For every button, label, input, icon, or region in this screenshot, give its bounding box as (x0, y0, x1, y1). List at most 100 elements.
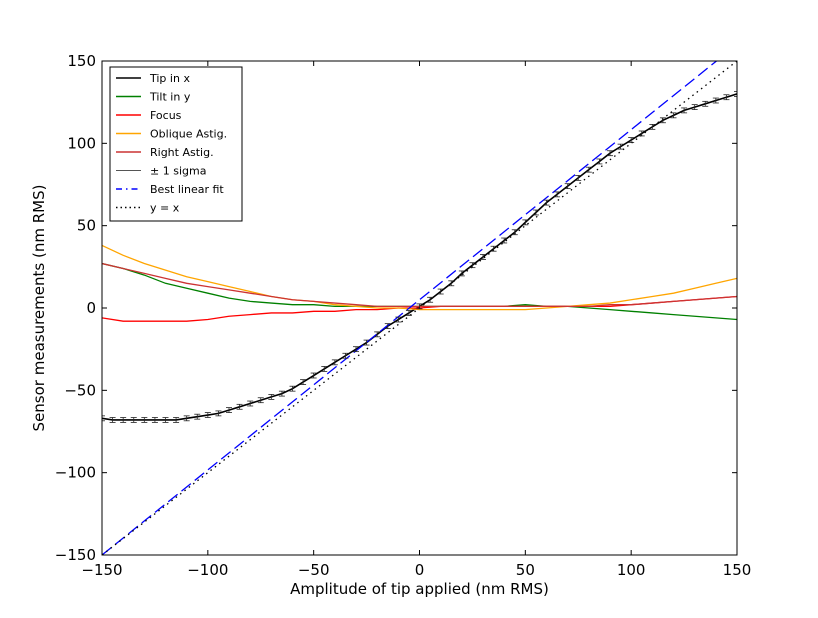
error-bar (363, 339, 370, 346)
error-bar (331, 359, 338, 366)
legend-label: ± 1 sigma (150, 165, 206, 178)
error-bar (554, 191, 561, 198)
error-bar (109, 417, 116, 423)
error-bar (681, 107, 688, 114)
x-tick-label: −50 (298, 561, 330, 579)
legend-entry: Oblique Astig. (116, 128, 227, 141)
legend-label: Focus (150, 109, 182, 122)
legend-entry: Best linear fit (116, 183, 224, 196)
error-bar (469, 262, 476, 269)
legend-entry: Right Astig. (116, 146, 214, 159)
axis-ticks (101, 60, 738, 556)
error-bar (437, 288, 444, 295)
error-bar (278, 390, 285, 397)
error-bar (691, 104, 698, 110)
error-bar (374, 331, 381, 338)
error-bar (501, 237, 508, 244)
error-bar (204, 412, 211, 418)
error-bar (247, 400, 254, 407)
error-bar (173, 417, 180, 423)
error-bar (102, 415, 105, 422)
error-bar (120, 417, 127, 423)
error-bar (543, 199, 550, 206)
legend-entry: y = x (116, 202, 180, 215)
y-tick-label: 50 (77, 217, 96, 235)
legend-entry: Tip in x (116, 72, 190, 85)
error-bar (723, 94, 730, 101)
error-bar (638, 130, 645, 137)
error-bar (596, 158, 603, 165)
error-bar (734, 91, 737, 97)
error-bar (607, 150, 613, 157)
legend-entry: ± 1 sigma (116, 165, 206, 178)
legend: Tip in x Tilt in y Focus Oblique Astig. Righ… (109, 66, 243, 222)
error-bar (342, 352, 349, 359)
error-bar (649, 123, 656, 130)
error-bar (321, 366, 328, 372)
error-bar (215, 410, 222, 417)
error-bar (448, 280, 455, 287)
error-bar (194, 413, 201, 420)
error-bar (130, 417, 137, 423)
x-axis-label: Amplitude of tip applied (nm RMS) (290, 580, 549, 598)
x-tick-label: 0 (415, 561, 425, 579)
error-bar (575, 175, 582, 181)
error-bar (458, 270, 465, 277)
error-bar (310, 372, 317, 379)
error-bar (300, 379, 307, 385)
error-bar (702, 100, 709, 107)
legend-entry: Tilt in y (116, 91, 191, 104)
error-bar (585, 166, 592, 173)
error-bar (384, 323, 391, 329)
x-tick-label: −100 (187, 561, 228, 579)
error-bar (268, 394, 275, 400)
error-bar (162, 417, 169, 423)
x-tick-label: 100 (617, 561, 646, 579)
error-bar (405, 310, 412, 316)
legend-label: Right Astig. (150, 146, 214, 159)
error-bar (141, 417, 148, 423)
error-bar (183, 415, 190, 422)
x-tick-label: 150 (723, 561, 752, 579)
y-tick-label: −100 (55, 464, 96, 482)
error-bar (226, 407, 232, 413)
legend-label: Tilt in y (149, 91, 191, 104)
legend-entry: Focus (116, 109, 182, 122)
y-tick-label: −50 (64, 381, 96, 399)
legend-label: y = x (150, 202, 180, 215)
error-bar (522, 219, 529, 226)
error-bar (395, 316, 402, 323)
axis-tick-labels: −150 −100 −50 0 50 100 150 −150 −100 −50 0 50 100 150 (55, 52, 752, 579)
error-bar (416, 303, 423, 310)
error-bar (712, 97, 719, 104)
error-bar (427, 296, 434, 303)
y-tick-label: 150 (67, 52, 96, 70)
x-tick-label: −150 (81, 561, 122, 579)
x-tick-label: 50 (516, 561, 535, 579)
error-bar (670, 112, 677, 119)
error-bar (480, 254, 486, 260)
error-bar (659, 117, 666, 124)
error-bar (257, 397, 264, 404)
error-bar (353, 346, 359, 353)
plot-area (102, 61, 737, 555)
legend-label: Best linear fit (150, 183, 224, 196)
error-bar (511, 229, 518, 236)
error-bar (564, 183, 571, 190)
legend-label: Tip in x (149, 72, 190, 85)
error-bar (490, 245, 497, 252)
error-bar (151, 417, 158, 423)
legend-box (109, 66, 243, 222)
error-bar (289, 385, 296, 392)
error-bar (236, 403, 243, 410)
error-bar (628, 137, 635, 143)
error-bar (617, 143, 624, 150)
y-axis-label: Sensor measurements (nm RMS) (30, 185, 48, 432)
series-line-oblique-astig (102, 244, 737, 311)
y-tick-label: 0 (86, 299, 96, 317)
error-bar (532, 209, 539, 216)
y-tick-label: −150 (55, 546, 96, 564)
legend-label: Oblique Astig. (150, 128, 227, 141)
y-tick-label: 100 (67, 134, 96, 152)
